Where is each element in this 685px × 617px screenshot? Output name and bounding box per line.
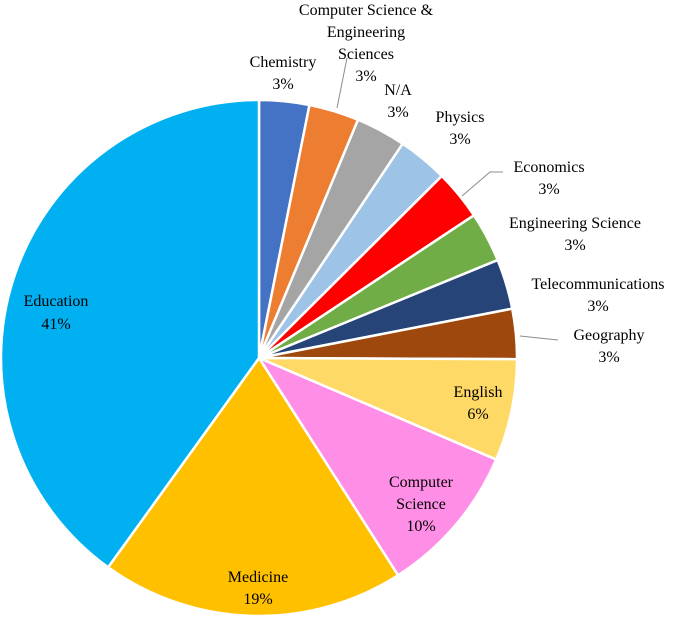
slice-percent: 19% (243, 591, 272, 608)
slice-percent: 3% (564, 237, 585, 254)
slice-labels: Chemistry 3% Computer Science & Engineering… (24, 2, 665, 608)
slice-percent: 3% (387, 104, 408, 121)
slice-percent: 3% (272, 76, 293, 93)
leader-line-computer-science-engineering-sciences (336, 57, 348, 109)
slice-percent: 3% (449, 131, 470, 148)
pie-slice-computer-science (257, 356, 498, 577)
slice-name: Telecommunications (531, 276, 664, 293)
pie-slice-medicine (106, 356, 400, 617)
slice-percent: 3% (598, 349, 619, 366)
slice-label-n-a: N/A 3% (384, 82, 412, 121)
pie-slice-education (0, 98, 261, 569)
slice-name: N/A (384, 82, 412, 99)
slice-label-economics: Economics 3% (513, 159, 584, 198)
slice-label-english: English 6% (454, 384, 503, 423)
slice-percent: 3% (355, 68, 376, 85)
slice-label-geography: Geography 3% (573, 327, 644, 366)
slice-name: Physics (436, 109, 485, 126)
leader-lines (336, 57, 559, 341)
slice-percent: 6% (467, 406, 488, 423)
leader-line-economics (461, 171, 503, 197)
slice-name: Economics (513, 159, 584, 176)
slice-name: Computer Science & (299, 2, 434, 19)
slice-label-engineering-science: Engineering Science 3% (509, 215, 641, 254)
slice-percent: 41% (41, 316, 70, 333)
slice-name: Engineering (327, 24, 405, 41)
slice-label-computer-science: Computer Science 10% (389, 474, 454, 535)
leader-line-geography (519, 335, 559, 341)
slice-percent: 3% (587, 298, 608, 315)
slice-name: Chemistry (250, 54, 317, 71)
slice-percent: 10% (406, 518, 435, 535)
slice-name: Education (24, 293, 89, 310)
slice-label-physics: Physics 3% (436, 109, 485, 148)
slice-name: Sciences (338, 46, 394, 63)
slice-name: Geography (573, 327, 644, 344)
slice-label-chemistry: Chemistry 3% (250, 54, 317, 93)
pie-slices (0, 98, 519, 617)
slice-label-medicine: Medicine 19% (228, 569, 288, 608)
slice-label-education: Education 41% (24, 293, 89, 333)
slice-name: Engineering Science (509, 215, 641, 232)
slice-name: Medicine (228, 569, 288, 586)
slice-percent: 3% (538, 181, 559, 198)
slice-name: Science (396, 496, 446, 513)
slice-label-telecommunications: Telecommunications 3% (531, 276, 664, 315)
slice-label-computer-science-engineering-sciences: Computer Science & Engineering Sciences 3% (299, 2, 434, 85)
slice-name: English (454, 384, 503, 401)
slice-name: Computer (389, 474, 454, 491)
